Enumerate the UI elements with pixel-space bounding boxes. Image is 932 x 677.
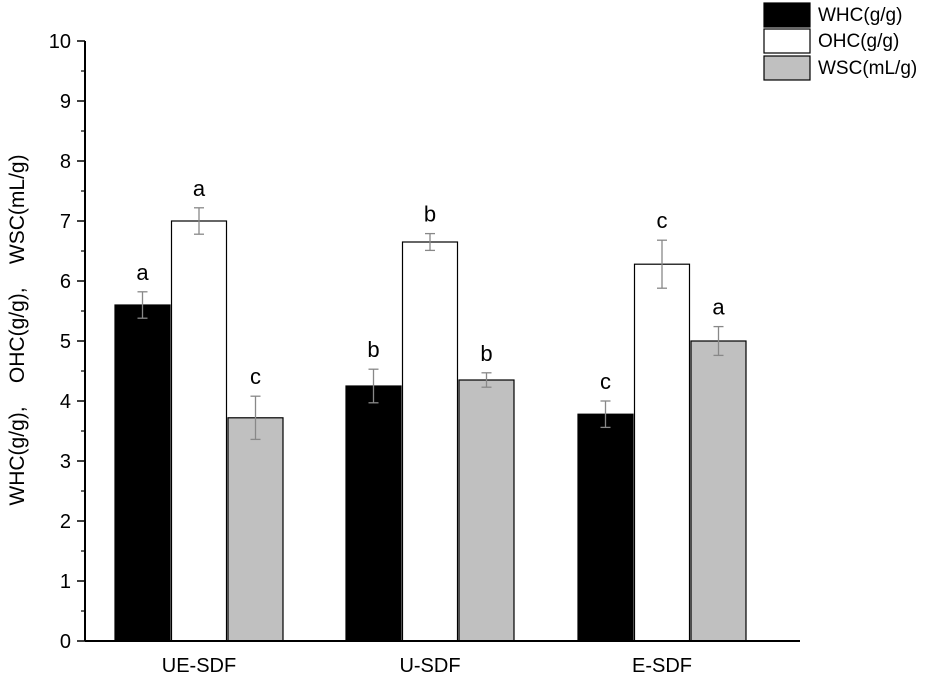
y-tick-label: 3 — [60, 451, 71, 473]
x-category-label: E-SDF — [632, 655, 692, 677]
bar-e-sdf-1 — [577, 413, 634, 642]
y-tick-label: 5 — [60, 331, 71, 353]
significance-label: c — [657, 208, 668, 233]
significance-label: c — [600, 369, 611, 394]
x-category-label: UE-SDF — [162, 655, 236, 677]
y-tick-label: 2 — [60, 511, 71, 533]
legend: WHC(g/g) OHC(g/g) WSC(mL/g) — [763, 2, 917, 81]
significance-labels: a a c b b b c c a — [136, 176, 725, 394]
y-tick-label: 0 — [60, 631, 71, 653]
error-bars — [137, 207, 724, 441]
y-axis-label: WHC(g/g), OHC(g/g), WSC(mL/g) — [6, 154, 29, 505]
y-tick-label: 7 — [60, 211, 71, 233]
significance-label: b — [480, 341, 492, 366]
y-axis: 0 1 2 3 4 5 6 7 8 9 10 — [49, 31, 86, 653]
y-tick-label: 8 — [60, 151, 71, 173]
bar-u-sdf-2 — [401, 241, 459, 642]
significance-label: c — [250, 364, 261, 389]
significance-label: a — [712, 295, 725, 320]
bar-ue-sdf-3 — [227, 417, 284, 642]
legend-label: WHC(g/g) — [818, 5, 902, 26]
bar-e-sdf-2 — [633, 263, 691, 642]
legend-swatch — [763, 2, 811, 28]
bar-e-sdf-3 — [690, 340, 747, 642]
y-tick-label: 6 — [60, 271, 71, 293]
y-tick-label: 10 — [49, 31, 71, 53]
legend-swatch — [763, 55, 811, 81]
significance-label: a — [193, 176, 206, 201]
significance-label: b — [367, 337, 379, 362]
significance-label: b — [424, 202, 436, 227]
bar-u-sdf-1 — [345, 385, 402, 642]
bar-ue-sdf-2 — [170, 220, 228, 642]
legend-label: OHC(g/g) — [818, 31, 899, 52]
bars — [114, 220, 747, 642]
y-tick-label: 4 — [60, 391, 71, 413]
bar-u-sdf-3 — [458, 379, 515, 642]
x-axis: UE-SDF U-SDF E-SDF — [85, 640, 800, 677]
bar-ue-sdf-1 — [114, 304, 171, 642]
y-tick-label: 9 — [60, 91, 71, 113]
significance-label: a — [136, 260, 149, 285]
legend-label: WSC(mL/g) — [818, 58, 917, 79]
legend-swatch — [763, 28, 811, 54]
y-tick-label: 1 — [60, 571, 71, 593]
x-category-label: U-SDF — [399, 655, 460, 677]
